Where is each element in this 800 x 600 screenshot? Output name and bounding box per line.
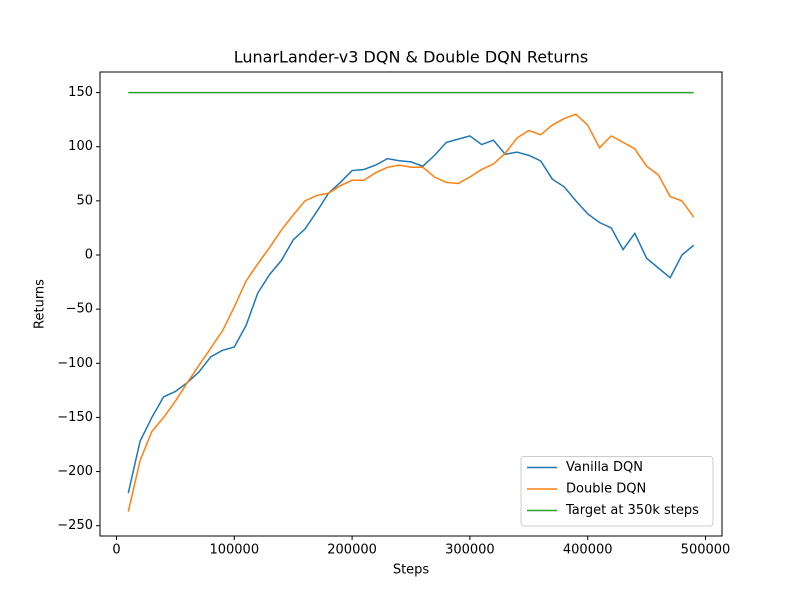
x-axis-label: Steps (393, 563, 430, 578)
y-tick-label: −50 (66, 302, 93, 317)
y-tick-label: 0 (85, 248, 93, 263)
series-line (127, 113, 695, 512)
legend-box (520, 456, 714, 527)
y-tick-label: −150 (57, 410, 93, 425)
legend-label: Target at 350k steps (565, 503, 699, 518)
y-tick-label: 50 (76, 193, 93, 208)
x-tick-label: 300000 (445, 543, 495, 558)
y-tick-label: 100 (68, 139, 93, 154)
y-axis-label: Returns (33, 279, 48, 329)
legend-label: Vanilla DQN (566, 460, 643, 475)
chart-title: LunarLander-v3 DQN & Double DQN Returns (234, 48, 589, 67)
plot-frame (99, 71, 723, 537)
x-tick-label: 100000 (209, 543, 259, 558)
legend-label: Double DQN (566, 482, 646, 497)
x-tick-label: 0 (112, 543, 120, 558)
x-tick-label: 200000 (327, 543, 377, 558)
series-line (127, 135, 695, 494)
y-tick-label: −100 (57, 356, 93, 371)
x-tick-label: 500000 (681, 543, 731, 558)
y-tick-label: −250 (57, 518, 93, 533)
y-tick-label: 150 (68, 85, 93, 100)
x-tick-label: 400000 (563, 543, 613, 558)
y-tick-label: −200 (57, 464, 93, 479)
